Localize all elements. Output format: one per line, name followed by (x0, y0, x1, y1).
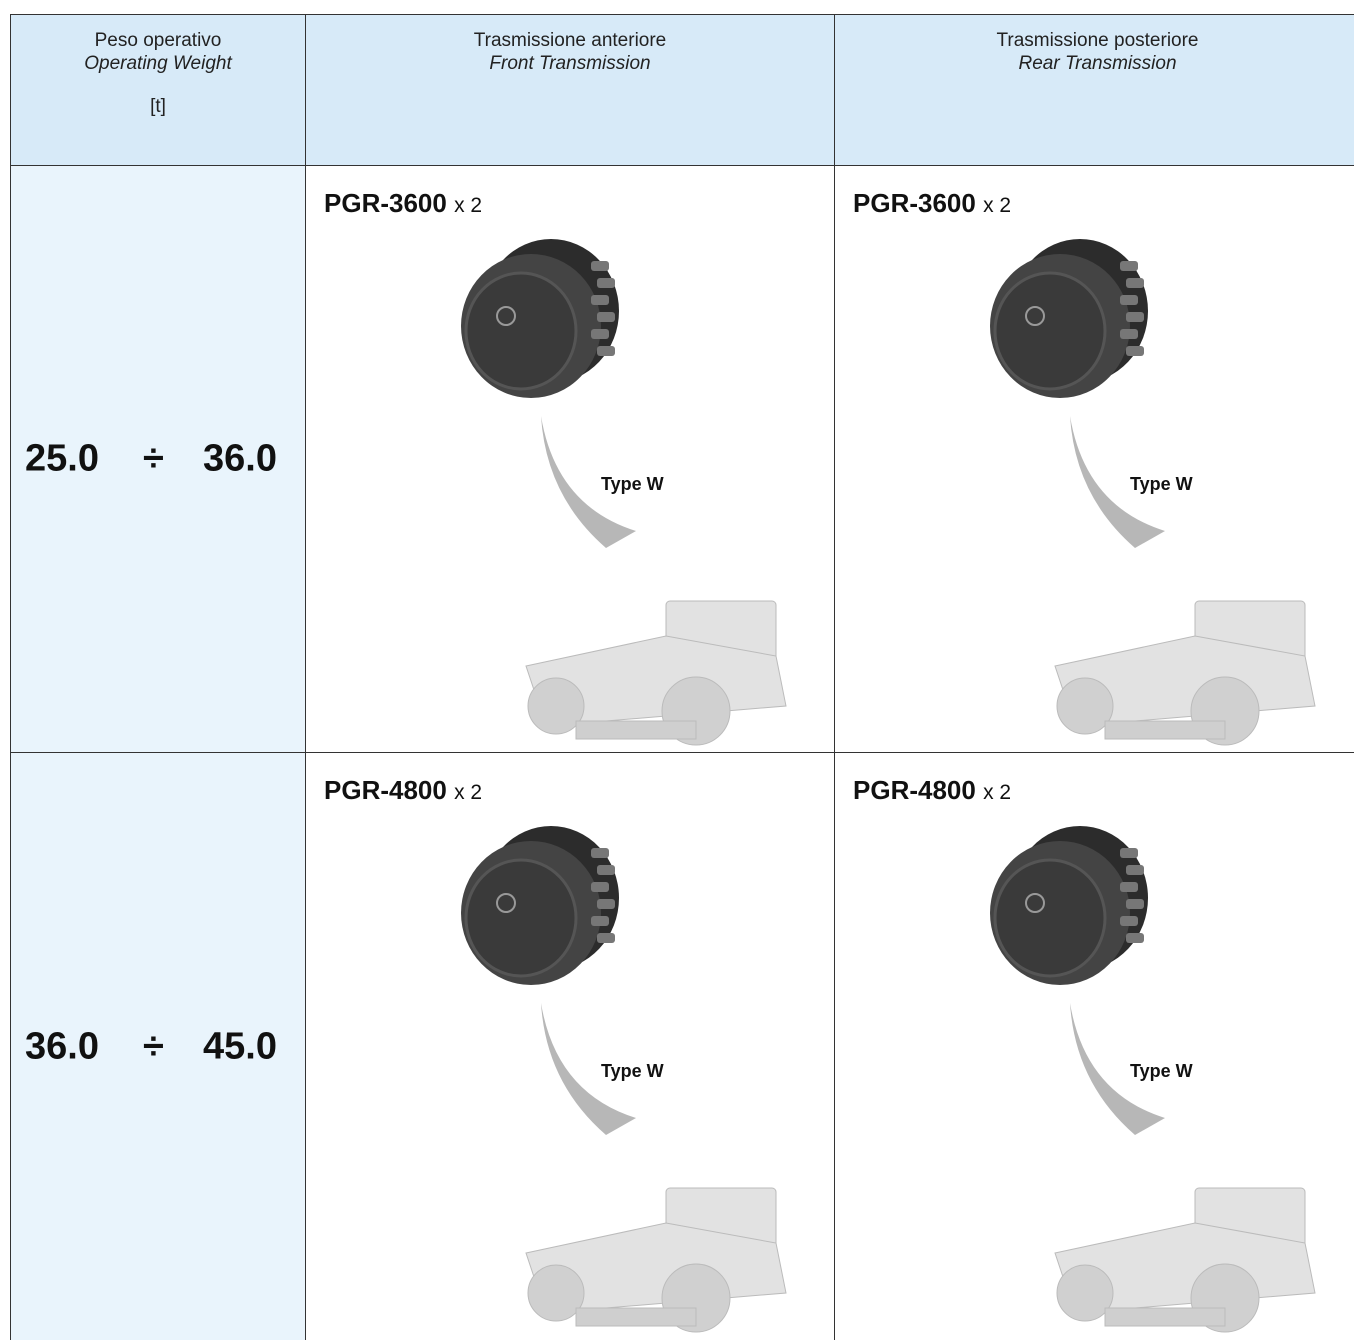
transmission-cell: Type W PGR-3600 x 2 (305, 165, 834, 752)
header-subtitle: Front Transmission (489, 53, 651, 74)
vehicle (1054, 600, 1316, 746)
gear (990, 239, 1148, 398)
weight-cell: 36.0 ÷ 45.0 (10, 752, 305, 1340)
header-title: Peso operativo (94, 30, 222, 51)
transmission-cell: Type W PGR-4800 x 2 (834, 752, 1354, 1340)
illustration (461, 826, 787, 1333)
model-name: PGR-3600 (853, 188, 976, 218)
weight-cell: 25.0 ÷ 36.0 (10, 165, 305, 752)
weight-min: 25.0 (25, 437, 99, 480)
gear (990, 826, 1148, 985)
arrow (1070, 416, 1165, 548)
arrow (541, 1003, 636, 1135)
vehicle (1054, 1187, 1316, 1333)
model-label: PGR-3600 x 2 (853, 188, 1011, 219)
model-label: PGR-4800 x 2 (324, 775, 482, 806)
type-label: Type W (1130, 474, 1193, 494)
illustration (990, 239, 1316, 746)
header-cell: Trasmissione anteriore Front Transmission (305, 14, 834, 165)
header-title: Trasmissione anteriore (473, 30, 667, 51)
header-title: Trasmissione posteriore (996, 30, 1199, 51)
illustration (990, 826, 1316, 1333)
gear (461, 826, 619, 985)
gear (461, 239, 619, 398)
header-subtitle: Rear Transmission (1018, 53, 1177, 74)
weight-min: 36.0 (25, 1025, 99, 1067)
model-quantity: x 2 (454, 194, 483, 217)
header-cell: Trasmissione posteriore Rear Transmission (834, 14, 1354, 165)
type-label: Type W (601, 474, 664, 494)
weight-separator: ÷ (143, 1025, 164, 1067)
transmission-cell: Type W PGR-4800 x 2 (305, 752, 834, 1340)
model-name: PGR-4800 (853, 775, 976, 805)
transmission-cell: Type W PGR-3600 x 2 (834, 165, 1354, 752)
illustration (461, 239, 787, 746)
vehicle (525, 600, 787, 746)
type-label: Type W (601, 1061, 664, 1081)
vehicle (525, 1187, 787, 1333)
header-unit: [t] (150, 96, 166, 117)
model-quantity: x 2 (983, 194, 1012, 217)
model-quantity: x 2 (454, 781, 483, 804)
arrow (541, 416, 636, 548)
model-name: PGR-3600 (324, 188, 447, 218)
model-label: PGR-3600 x 2 (324, 188, 482, 219)
header-subtitle: Operating Weight (84, 53, 232, 74)
type-label: Type W (1130, 1061, 1193, 1081)
weight-separator: ÷ (143, 437, 164, 480)
model-name: PGR-4800 (324, 775, 447, 805)
arrow (1070, 1003, 1165, 1135)
weight-max: 36.0 (203, 437, 277, 480)
weight-max: 45.0 (203, 1025, 277, 1067)
model-quantity: x 2 (983, 781, 1012, 804)
header-cell: Peso operativo Operating Weight [t] (10, 14, 305, 165)
model-label: PGR-4800 x 2 (853, 775, 1011, 806)
